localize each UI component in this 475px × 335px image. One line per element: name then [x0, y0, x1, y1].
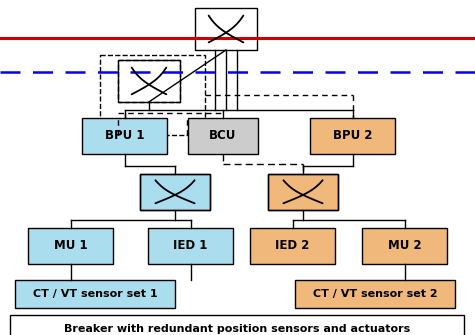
Bar [28, 228, 113, 264]
Text: IED 2: IED 2 [276, 239, 310, 252]
Text: BPU 2: BPU 2 [333, 129, 372, 142]
Bar [10, 315, 464, 335]
Bar [140, 174, 210, 210]
Text: CT / VT sensor set 1: CT / VT sensor set 1 [33, 289, 157, 299]
Text: MU 2: MU 2 [388, 239, 421, 252]
Text: CT / VT sensor set 2: CT / VT sensor set 2 [313, 289, 437, 299]
Bar [310, 118, 395, 154]
Bar [268, 174, 338, 210]
Text: Breaker with redundant position sensors and actuators: Breaker with redundant position sensors … [64, 324, 410, 334]
Bar [362, 228, 447, 264]
Text: BPU 1: BPU 1 [105, 129, 144, 142]
Bar [295, 280, 455, 308]
Text: BCU: BCU [209, 129, 237, 142]
Text: IED 1: IED 1 [173, 239, 208, 252]
Bar [82, 118, 167, 154]
Bar [118, 60, 180, 102]
Bar [268, 174, 338, 210]
Bar [188, 118, 258, 154]
Text: MU 1: MU 1 [54, 239, 87, 252]
Bar [140, 174, 210, 210]
Bar [15, 280, 175, 308]
Bar [100, 55, 205, 135]
Bar [148, 228, 233, 264]
Bar [195, 8, 257, 50]
Bar [118, 60, 180, 102]
Bar [250, 228, 335, 264]
